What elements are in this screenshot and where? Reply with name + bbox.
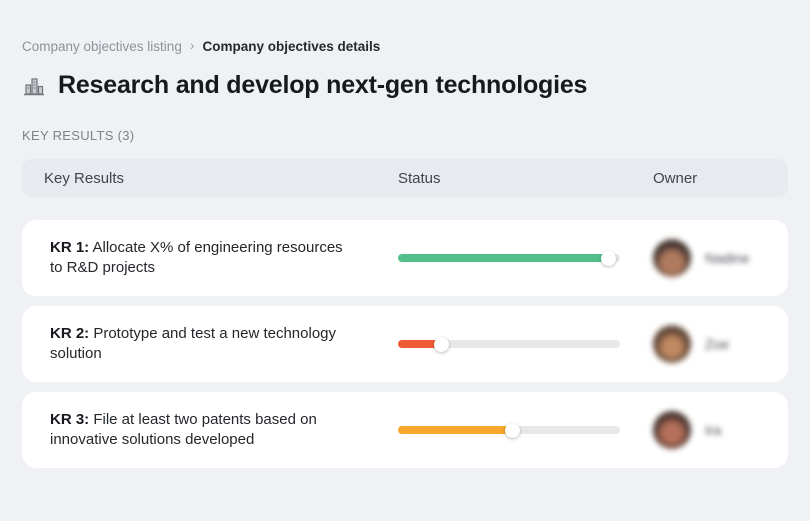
kr-row[interactable]: KR 1: Allocate X% of engineering resourc… (22, 220, 788, 296)
kr-description: KR 3: File at least two patents based on… (22, 410, 352, 451)
owner-cell: Nadine (653, 239, 788, 277)
slider-fill (398, 254, 609, 262)
breadcrumb-listing-link[interactable]: Company objectives listing (22, 38, 182, 54)
kr-text: Allocate X% of engineering resources to … (50, 238, 343, 276)
kr-text: Prototype and test a new technology solu… (50, 324, 337, 362)
slider-track (398, 340, 620, 348)
avatar (653, 411, 691, 449)
kr-description: KR 1: Allocate X% of engineering resourc… (22, 238, 352, 279)
kr-label: KR 3: (50, 410, 90, 428)
table-header: Key Results Status Owner (22, 159, 788, 197)
slider-knob[interactable] (434, 336, 450, 352)
slider-knob[interactable] (600, 250, 616, 266)
owner-cell: Ira (653, 411, 788, 449)
kr-row[interactable]: KR 2: Prototype and test a new technolog… (22, 306, 788, 382)
chevron-right-icon: › (189, 37, 195, 53)
avatar (653, 325, 691, 363)
key-results-list: KR 1: Allocate X% of engineering resourc… (22, 220, 788, 468)
progress-slider[interactable] (398, 250, 620, 266)
key-results-count-label: KEY RESULTS (3) (22, 128, 135, 143)
progress-slider[interactable] (398, 336, 620, 352)
owner-cell: Zoe (653, 325, 788, 363)
kr-label: KR 2: (50, 324, 90, 342)
buildings-icon (22, 74, 46, 98)
breadcrumb: Company objectives listing › Company obj… (22, 37, 788, 54)
slider-knob[interactable] (505, 422, 521, 438)
column-header-owner: Owner (653, 169, 698, 187)
column-header-key-results: Key Results (44, 169, 125, 187)
page-title: Research and develop next-gen technologi… (58, 71, 588, 99)
breadcrumb-details-current: Company objectives details (202, 38, 381, 54)
progress-slider[interactable] (398, 422, 620, 438)
kr-label: KR 1: (50, 238, 90, 256)
slider-fill (398, 426, 514, 434)
owner-name: Ira (705, 422, 722, 438)
column-header-status: Status (398, 169, 441, 187)
page-title-row: Research and develop next-gen technologi… (22, 71, 788, 100)
avatar (653, 239, 691, 277)
kr-row[interactable]: KR 3: File at least two patents based on… (22, 392, 788, 468)
owner-name: Nadine (705, 250, 750, 266)
owner-name: Zoe (705, 336, 730, 352)
slider-fill (398, 340, 443, 348)
kr-text: File at least two patents based on innov… (50, 410, 317, 448)
kr-description: KR 2: Prototype and test a new technolog… (22, 324, 352, 365)
